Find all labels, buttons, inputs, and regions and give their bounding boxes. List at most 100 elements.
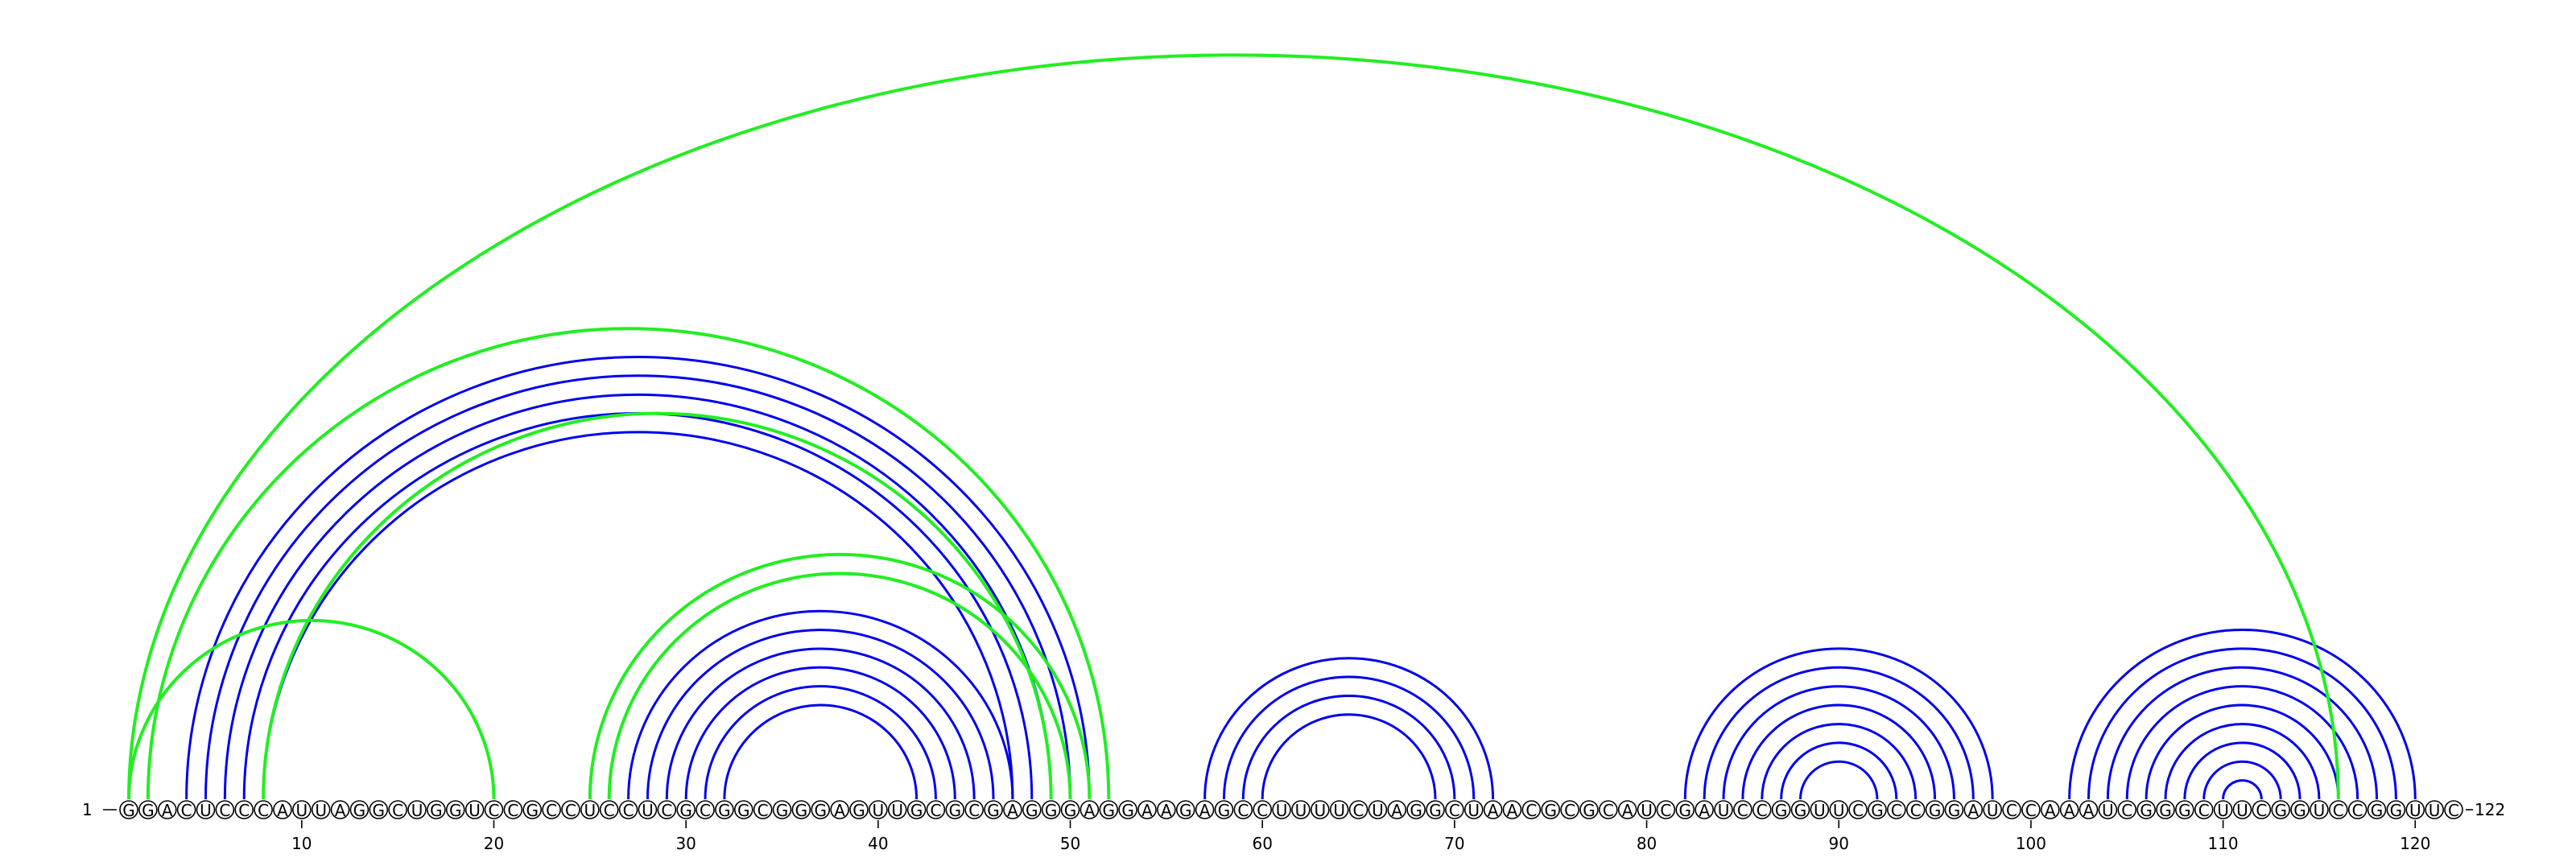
nucleotide-letter: U [1468, 801, 1480, 820]
tick-label: 10 [291, 834, 312, 853]
nucleotide-letter: C [219, 801, 230, 820]
nucleotide-letter: A [277, 801, 288, 820]
nucleotide: A [1195, 800, 1215, 820]
nucleotide-letter: U [642, 801, 654, 820]
nucleotide-circle [2252, 800, 2272, 819]
nucleotide-letter: C [1910, 801, 1922, 820]
nucleotide-circle [1195, 800, 1215, 819]
nucleotide-letter: U [1641, 801, 1653, 820]
nucleotide: A [1080, 800, 1100, 820]
nucleotide: G [715, 800, 734, 820]
nucleotide-circle [196, 800, 216, 819]
nucleotide-letter: U [584, 801, 597, 820]
nucleotide: G [2271, 800, 2290, 820]
nucleotide-circle [2310, 800, 2329, 819]
nucleotide: G [1214, 800, 1234, 820]
green-arc-26-50 [607, 571, 1072, 800]
nucleotide-circle [1502, 800, 1522, 819]
nucleotide: G [1925, 800, 1945, 820]
nucleotide-circle [369, 800, 389, 819]
nucleotide: U [2425, 800, 2444, 820]
nucleotide-letter: C [604, 801, 615, 820]
nucleotide: C [561, 800, 580, 820]
nucleotide-letter: C [623, 801, 634, 820]
nucleotide-circle [254, 800, 273, 819]
nucleotide: A [1003, 800, 1022, 820]
nucleotide: G [2290, 800, 2310, 820]
nucleotide: C [753, 800, 773, 820]
nucleotide-circle [2232, 800, 2252, 819]
nucleotide-circle [1695, 800, 1714, 819]
nucleotide: C [503, 800, 523, 820]
nucleotide: U [1311, 800, 1330, 820]
nucleotide-circle [984, 800, 1003, 819]
nucleotide-letter: G [1103, 801, 1116, 820]
nucleotide-letter: U [1718, 801, 1730, 820]
nucleotide-letter: G [526, 801, 539, 820]
nucleotide-circle [1137, 800, 1157, 819]
nucleotide: G [1541, 800, 1561, 820]
nucleotide-circle [715, 800, 734, 819]
nucleotide-circle [1253, 800, 1272, 819]
blue-arc-86-94 [1761, 723, 1918, 800]
nucleotide: A [1157, 800, 1176, 820]
nucleotide: U [580, 800, 600, 820]
nucleotide-circle [2040, 800, 2060, 819]
nucleotide: C [1599, 800, 1618, 820]
nucleotide-letter: G [1775, 801, 1788, 820]
nucleotide: A [1695, 800, 1714, 820]
nucleotide: C [1233, 800, 1253, 820]
nucleotide-circle [1099, 800, 1119, 819]
nucleotide-letter: U [200, 801, 212, 820]
nucleotide-letter: A [335, 801, 346, 820]
nucleotide: U [292, 800, 312, 820]
nucleotide: A [157, 800, 177, 820]
nucleotide-circle [599, 800, 619, 819]
nucleotide-letter: C [565, 801, 576, 820]
nucleotide-circle [2213, 800, 2233, 819]
nucleotide-circle [522, 800, 543, 819]
nucleotide-circle [696, 800, 715, 819]
nucleotide-letter: C [1449, 801, 1460, 820]
nucleotide: C [176, 800, 196, 820]
nucleotide: G [772, 800, 792, 820]
nucleotide: A [2079, 800, 2099, 820]
nucleotide: A [273, 800, 292, 820]
nucleotide-letter: C [1237, 801, 1249, 820]
nucleotide-letter: C [258, 801, 269, 820]
nucleotide: A [830, 800, 849, 820]
nucleotide: G [733, 800, 753, 820]
nucleotide-letter: G [2390, 801, 2403, 820]
nucleotide: G [1944, 800, 1964, 820]
tick-label: 90 [1829, 834, 1849, 853]
nucleotide-letter: G [814, 801, 827, 820]
blue-arc-105-117 [2125, 685, 2359, 800]
nucleotide: G [2156, 800, 2175, 820]
nucleotide-circle [1675, 800, 1695, 819]
nucleotide-circle [1733, 800, 1752, 819]
nucleotide-letter: A [1161, 801, 1172, 820]
nucleotide-letter: A [2064, 801, 2075, 820]
blue-arc-108-114 [2183, 741, 2301, 800]
nucleotide: U [1463, 800, 1484, 820]
blue-arc-28-46 [646, 628, 995, 800]
nucleotide: C [2444, 800, 2463, 820]
nucleotide-letter: C [1737, 801, 1748, 820]
nucleotide-circle [887, 800, 907, 819]
nucleotide: G [369, 800, 389, 820]
nucleotide: G [2367, 800, 2387, 820]
nucleotide: G [1175, 800, 1195, 820]
nucleotide-circle [1771, 800, 1791, 819]
nucleotide-letter: G [373, 801, 386, 820]
nucleotide-circle [1003, 800, 1022, 819]
nucleotide-circle [1925, 800, 1945, 819]
nucleotide-circle [119, 800, 138, 819]
nucleotide-letter: U [411, 801, 423, 820]
nucleotide: G [791, 800, 811, 820]
nucleotide: U [1810, 800, 1830, 820]
nucleotide-letter: U [1276, 801, 1288, 820]
blue-arc-87-93 [1780, 742, 1898, 800]
nucleotide-circle [1214, 800, 1234, 819]
nucleotide-letter: G [776, 801, 789, 820]
nucleotide: A [1387, 800, 1407, 820]
